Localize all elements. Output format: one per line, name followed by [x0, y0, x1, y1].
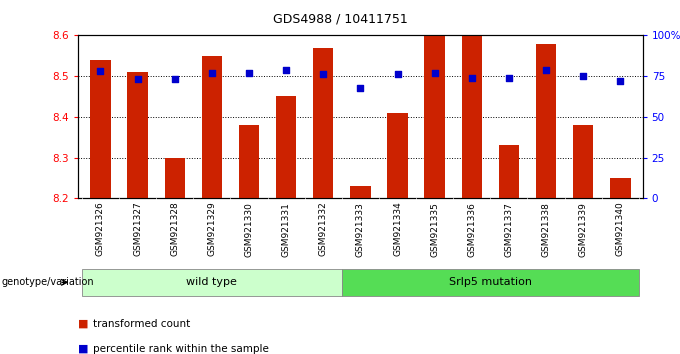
- Text: GSM921340: GSM921340: [616, 202, 625, 256]
- Bar: [90, 60, 111, 198]
- Bar: [202, 56, 222, 198]
- Bar: [313, 47, 333, 198]
- Point: [95, 68, 106, 74]
- Text: GSM921332: GSM921332: [319, 202, 328, 256]
- Text: wild type: wild type: [186, 277, 237, 287]
- Text: GSM921337: GSM921337: [505, 202, 513, 257]
- Point: [243, 70, 254, 76]
- Point: [169, 76, 180, 82]
- Point: [318, 72, 328, 77]
- Point: [207, 70, 218, 76]
- Text: Srlp5 mutation: Srlp5 mutation: [449, 277, 532, 287]
- Text: GSM921334: GSM921334: [393, 202, 402, 256]
- Point: [578, 73, 589, 79]
- Bar: [610, 178, 630, 198]
- Bar: [127, 72, 148, 198]
- Text: ■: ■: [78, 344, 88, 354]
- Text: GSM921329: GSM921329: [207, 202, 216, 256]
- Text: GSM921335: GSM921335: [430, 202, 439, 257]
- Bar: [350, 186, 371, 198]
- Bar: [424, 35, 445, 198]
- Point: [466, 75, 477, 81]
- Text: GSM921328: GSM921328: [170, 202, 180, 256]
- Text: GSM921338: GSM921338: [541, 202, 551, 257]
- Bar: [536, 44, 556, 198]
- Bar: [276, 96, 296, 198]
- Text: transformed count: transformed count: [93, 319, 190, 329]
- Point: [281, 67, 292, 73]
- Text: GSM921333: GSM921333: [356, 202, 365, 257]
- FancyBboxPatch shape: [342, 269, 639, 296]
- Text: genotype/variation: genotype/variation: [1, 277, 94, 287]
- Text: GSM921331: GSM921331: [282, 202, 290, 257]
- Bar: [573, 125, 594, 198]
- Bar: [498, 145, 519, 198]
- Bar: [239, 125, 259, 198]
- Text: ■: ■: [78, 319, 88, 329]
- Bar: [165, 158, 185, 198]
- Point: [392, 72, 403, 77]
- Text: percentile rank within the sample: percentile rank within the sample: [93, 344, 269, 354]
- Bar: [388, 113, 408, 198]
- Point: [132, 76, 143, 82]
- Point: [355, 85, 366, 90]
- Text: GDS4988 / 10411751: GDS4988 / 10411751: [273, 12, 407, 25]
- Bar: [462, 35, 482, 198]
- Point: [503, 75, 514, 81]
- Text: GSM921339: GSM921339: [579, 202, 588, 257]
- FancyBboxPatch shape: [82, 269, 342, 296]
- Text: GSM921330: GSM921330: [245, 202, 254, 257]
- Point: [429, 70, 440, 76]
- Point: [615, 78, 626, 84]
- Text: GSM921336: GSM921336: [467, 202, 476, 257]
- Text: GSM921326: GSM921326: [96, 202, 105, 256]
- Point: [541, 67, 551, 73]
- Text: GSM921327: GSM921327: [133, 202, 142, 256]
